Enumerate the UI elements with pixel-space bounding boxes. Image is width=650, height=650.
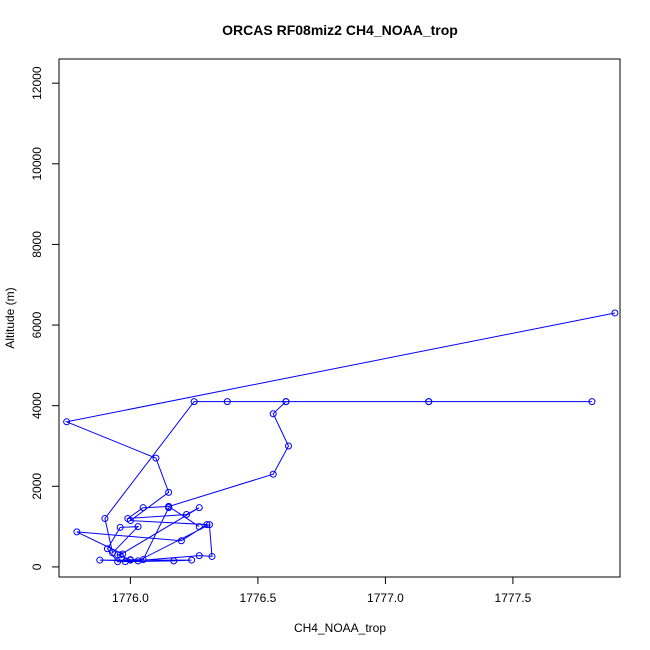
data-point (195, 523, 203, 531)
data-point (139, 556, 147, 564)
data-point (269, 410, 277, 418)
data-point (165, 488, 173, 496)
data-point (177, 537, 185, 545)
plot-frame (58, 58, 621, 578)
data-point (63, 418, 71, 426)
data-point (114, 558, 122, 566)
data-point (103, 545, 111, 553)
data-point (73, 528, 81, 536)
data-point (223, 398, 231, 406)
y-tick-label: 2000 (30, 473, 44, 500)
y-axis: 0 2000 4000 6000 8000 10000 12000 (30, 66, 60, 570)
x-tick-label: 1777.5 (495, 591, 532, 605)
data-point (139, 504, 147, 512)
data-point (188, 556, 196, 564)
x-tick-label: 1776.5 (240, 591, 277, 605)
data-point (152, 454, 160, 462)
x-axis: 1776.0 1776.5 1777.0 1777.5 (112, 576, 532, 605)
y-tick-label: 12000 (30, 66, 44, 100)
data-series (63, 309, 619, 566)
data-point (165, 504, 173, 512)
y-tick-label: 0 (30, 563, 44, 570)
data-point (124, 515, 132, 523)
data-point (282, 398, 290, 406)
data-point (195, 504, 203, 512)
data-point (114, 551, 122, 559)
data-point (195, 552, 203, 560)
y-tick-label: 6000 (30, 311, 44, 338)
data-point (611, 309, 619, 317)
data-point (208, 552, 216, 560)
data-point (134, 557, 142, 565)
y-tick-label: 8000 (30, 231, 44, 258)
data-point (170, 557, 178, 565)
x-tick-label: 1776.0 (112, 591, 149, 605)
data-point (205, 521, 213, 529)
y-axis-label: Altitude (m) (3, 287, 17, 348)
data-point (425, 398, 433, 406)
data-point (134, 523, 142, 531)
x-axis-label: CH4_NOAA_trop (294, 621, 386, 635)
data-point (96, 556, 104, 564)
data-point (126, 556, 134, 564)
chart-title: ORCAS RF08miz2 CH4_NOAA_trop (222, 22, 458, 38)
data-point (101, 515, 109, 523)
data-point (588, 398, 596, 406)
data-point (285, 442, 292, 450)
y-tick-label: 10000 (30, 147, 44, 181)
data-point (116, 523, 124, 531)
data-point (269, 470, 277, 478)
data-point (183, 511, 190, 519)
data-point (116, 551, 124, 559)
series-line (64, 312, 615, 563)
x-tick-label: 1777.0 (367, 591, 404, 605)
data-point (190, 398, 198, 406)
data-point (203, 521, 211, 529)
y-tick-label: 4000 (30, 392, 44, 419)
